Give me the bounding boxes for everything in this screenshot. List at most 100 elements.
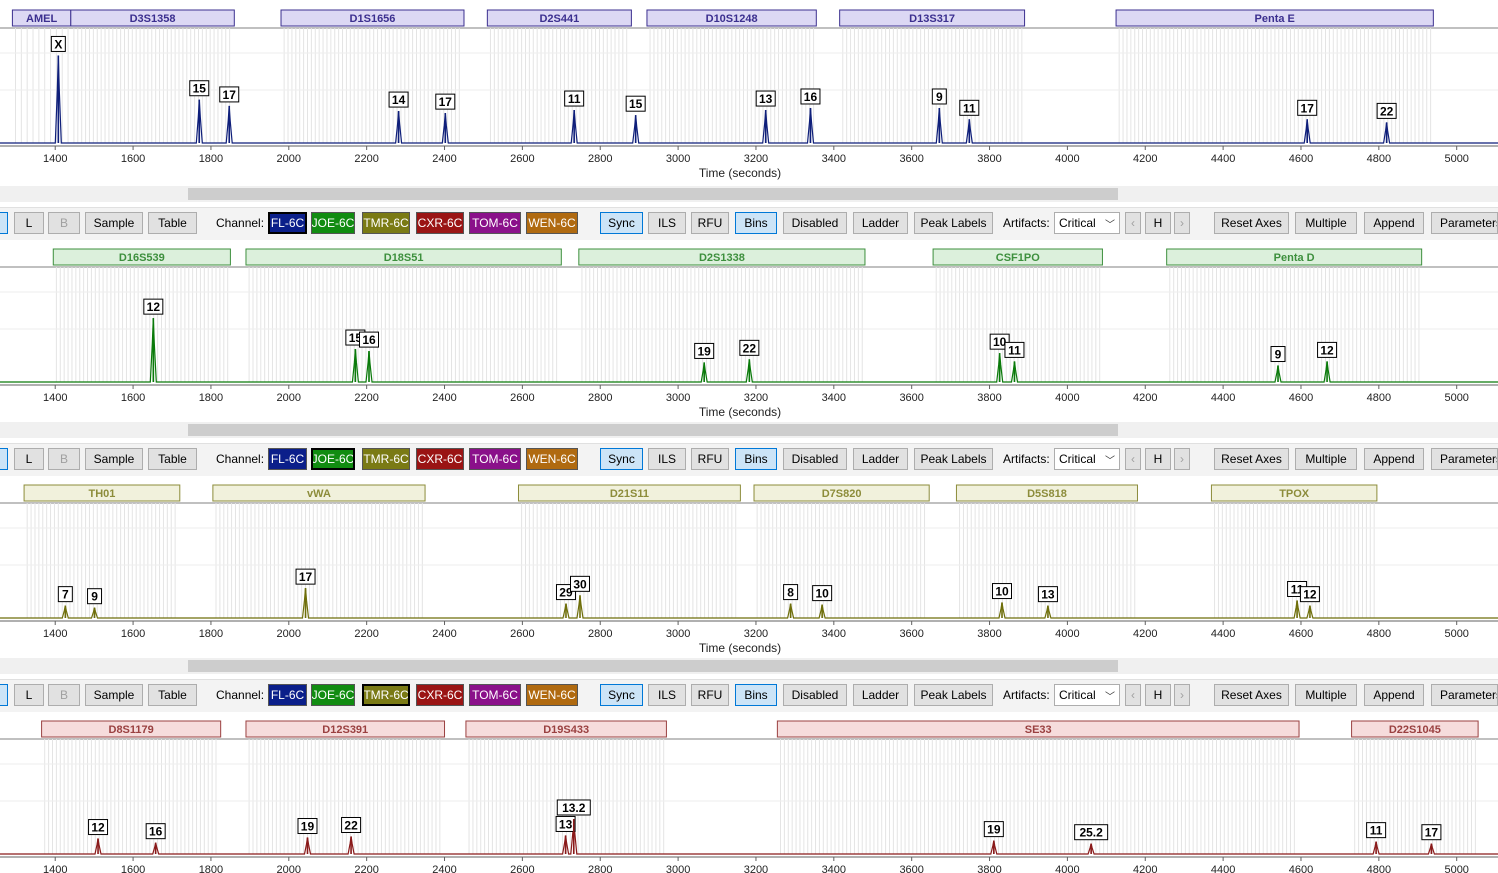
peak-label-box bbox=[50, 35, 66, 52]
channel-wen-button[interactable]: WEN-6C bbox=[526, 212, 578, 234]
rfu-button[interactable]: RFU bbox=[691, 448, 729, 470]
parameters-button[interactable]: Parameters bbox=[1431, 448, 1498, 470]
locus-box bbox=[955, 484, 1138, 502]
channel-joe-button[interactable]: JOE-6C bbox=[311, 212, 355, 234]
channel-wen-button[interactable]: WEN-6C bbox=[526, 448, 578, 470]
table-button[interactable]: Table bbox=[148, 448, 197, 470]
channel-wen-button[interactable]: WEN-6C bbox=[526, 684, 578, 706]
bins-button[interactable]: Bins bbox=[735, 684, 777, 706]
x-axis-label: Time (seconds) bbox=[699, 166, 781, 180]
sync-button[interactable]: Sync bbox=[600, 212, 643, 234]
artifacts-dropdown[interactable]: Critical ﹀ bbox=[1054, 448, 1120, 470]
sync-button[interactable]: Sync bbox=[600, 448, 643, 470]
channel-tom-button[interactable]: TOM-6C bbox=[469, 448, 521, 470]
append-button[interactable]: Append bbox=[1364, 448, 1424, 470]
artifacts-dropdown[interactable]: Critical ﹀ bbox=[1054, 212, 1120, 234]
bin-lines bbox=[44, 739, 1476, 854]
x-tick-label: 2800 bbox=[588, 392, 612, 404]
channel-tom-button[interactable]: TOM-6C bbox=[469, 684, 521, 706]
channel-joe-button[interactable]: JOE-6C bbox=[311, 448, 355, 470]
horizontal-scrollbar[interactable] bbox=[0, 422, 1498, 438]
peak-label: 14 bbox=[392, 93, 406, 107]
channel-tmr-button[interactable]: TMR-6C bbox=[362, 448, 410, 470]
rfu-button[interactable]: RFU bbox=[691, 684, 729, 706]
peak-label-box bbox=[1074, 824, 1109, 841]
ils-button[interactable]: ILS bbox=[648, 684, 686, 706]
b-button[interactable]: B bbox=[48, 212, 80, 234]
channel-fl-button[interactable]: FL-6C bbox=[268, 212, 307, 234]
channel-cxr-button[interactable]: CXR-6C bbox=[416, 448, 464, 470]
horizontal-scrollbar[interactable] bbox=[0, 186, 1498, 202]
next-button[interactable]: › bbox=[1174, 448, 1190, 470]
multiple-button[interactable]: Multiple bbox=[1295, 684, 1357, 706]
prev-button[interactable]: ‹ bbox=[1125, 684, 1141, 706]
peak-label-box bbox=[1421, 824, 1442, 841]
scroll-thumb[interactable] bbox=[188, 660, 1118, 672]
channel-tom-button[interactable]: TOM-6C bbox=[469, 212, 521, 234]
locus-label: vWA bbox=[307, 488, 331, 500]
x-tick-label: 3200 bbox=[744, 864, 768, 873]
multiple-button[interactable]: Multiple bbox=[1295, 448, 1357, 470]
panel-select-button[interactable] bbox=[0, 684, 8, 706]
reset-axes-button[interactable]: Reset Axes bbox=[1214, 448, 1289, 470]
ladder-button[interactable]: Ladder bbox=[853, 212, 908, 234]
append-button[interactable]: Append bbox=[1364, 684, 1424, 706]
table-button[interactable]: Table bbox=[148, 684, 197, 706]
peak-labels-button[interactable]: Peak Labels bbox=[914, 684, 993, 706]
locus-label: D5S818 bbox=[1027, 488, 1067, 500]
x-tick-label: 3800 bbox=[977, 153, 1001, 165]
bins-button[interactable]: Bins bbox=[735, 212, 777, 234]
x-tick-label: 2200 bbox=[354, 153, 378, 165]
parameters-button[interactable]: Parameters bbox=[1431, 684, 1498, 706]
h-button[interactable]: H bbox=[1145, 212, 1171, 234]
ils-button[interactable]: ILS bbox=[648, 448, 686, 470]
horizontal-scrollbar[interactable] bbox=[0, 658, 1498, 674]
peak-labels-button[interactable]: Peak Labels bbox=[914, 448, 993, 470]
l-button[interactable]: L bbox=[14, 212, 44, 234]
l-button[interactable]: L bbox=[14, 684, 44, 706]
h-button[interactable]: H bbox=[1145, 448, 1171, 470]
reset-axes-button[interactable]: Reset Axes bbox=[1214, 212, 1289, 234]
reset-axes-button[interactable]: Reset Axes bbox=[1214, 684, 1289, 706]
panel-select-button[interactable] bbox=[0, 212, 8, 234]
ils-button[interactable]: ILS bbox=[648, 212, 686, 234]
ladder-button[interactable]: Ladder bbox=[853, 448, 908, 470]
b-button[interactable]: B bbox=[48, 684, 80, 706]
x-tick-label: 1600 bbox=[121, 153, 145, 165]
sample-button[interactable]: Sample bbox=[85, 448, 143, 470]
channel-cxr-button[interactable]: CXR-6C bbox=[416, 212, 464, 234]
next-button[interactable]: › bbox=[1174, 684, 1190, 706]
disabled-button[interactable]: Disabled bbox=[783, 448, 847, 470]
disabled-button[interactable]: Disabled bbox=[783, 684, 847, 706]
table-button[interactable]: Table bbox=[148, 212, 197, 234]
channel-tmr-button[interactable]: TMR-6C bbox=[362, 212, 410, 234]
prev-button[interactable]: ‹ bbox=[1125, 212, 1141, 234]
channel-fl-button[interactable]: FL-6C bbox=[268, 448, 307, 470]
multiple-button[interactable]: Multiple bbox=[1295, 212, 1357, 234]
rfu-button[interactable]: RFU bbox=[691, 212, 729, 234]
channel-cxr-button[interactable]: CXR-6C bbox=[416, 684, 464, 706]
disabled-button[interactable]: Disabled bbox=[783, 212, 847, 234]
sample-button[interactable]: Sample bbox=[85, 212, 143, 234]
h-button[interactable]: H bbox=[1145, 684, 1171, 706]
panel-select-button[interactable] bbox=[0, 448, 8, 470]
channel-joe-button[interactable]: JOE-6C bbox=[311, 684, 355, 706]
ladder-button[interactable]: Ladder bbox=[853, 684, 908, 706]
sample-button[interactable]: Sample bbox=[85, 684, 143, 706]
peak-labels-button[interactable]: Peak Labels bbox=[914, 212, 993, 234]
l-button[interactable]: L bbox=[14, 448, 44, 470]
peak-label: 16 bbox=[149, 825, 163, 839]
bins-button[interactable]: Bins bbox=[735, 448, 777, 470]
next-button[interactable]: › bbox=[1174, 212, 1190, 234]
scroll-thumb[interactable] bbox=[188, 424, 1118, 436]
b-button[interactable]: B bbox=[48, 448, 80, 470]
artifacts-dropdown[interactable]: Critical ﹀ bbox=[1054, 684, 1120, 706]
sync-button[interactable]: Sync bbox=[600, 684, 643, 706]
channel-tmr-button[interactable]: TMR-6C bbox=[362, 684, 410, 706]
channel-fl-button[interactable]: FL-6C bbox=[268, 684, 307, 706]
scroll-thumb[interactable] bbox=[188, 188, 1118, 200]
prev-button[interactable]: ‹ bbox=[1125, 448, 1141, 470]
parameters-button[interactable]: Parameters bbox=[1431, 212, 1498, 234]
peak-label: 13 bbox=[1041, 588, 1055, 602]
append-button[interactable]: Append bbox=[1364, 212, 1424, 234]
